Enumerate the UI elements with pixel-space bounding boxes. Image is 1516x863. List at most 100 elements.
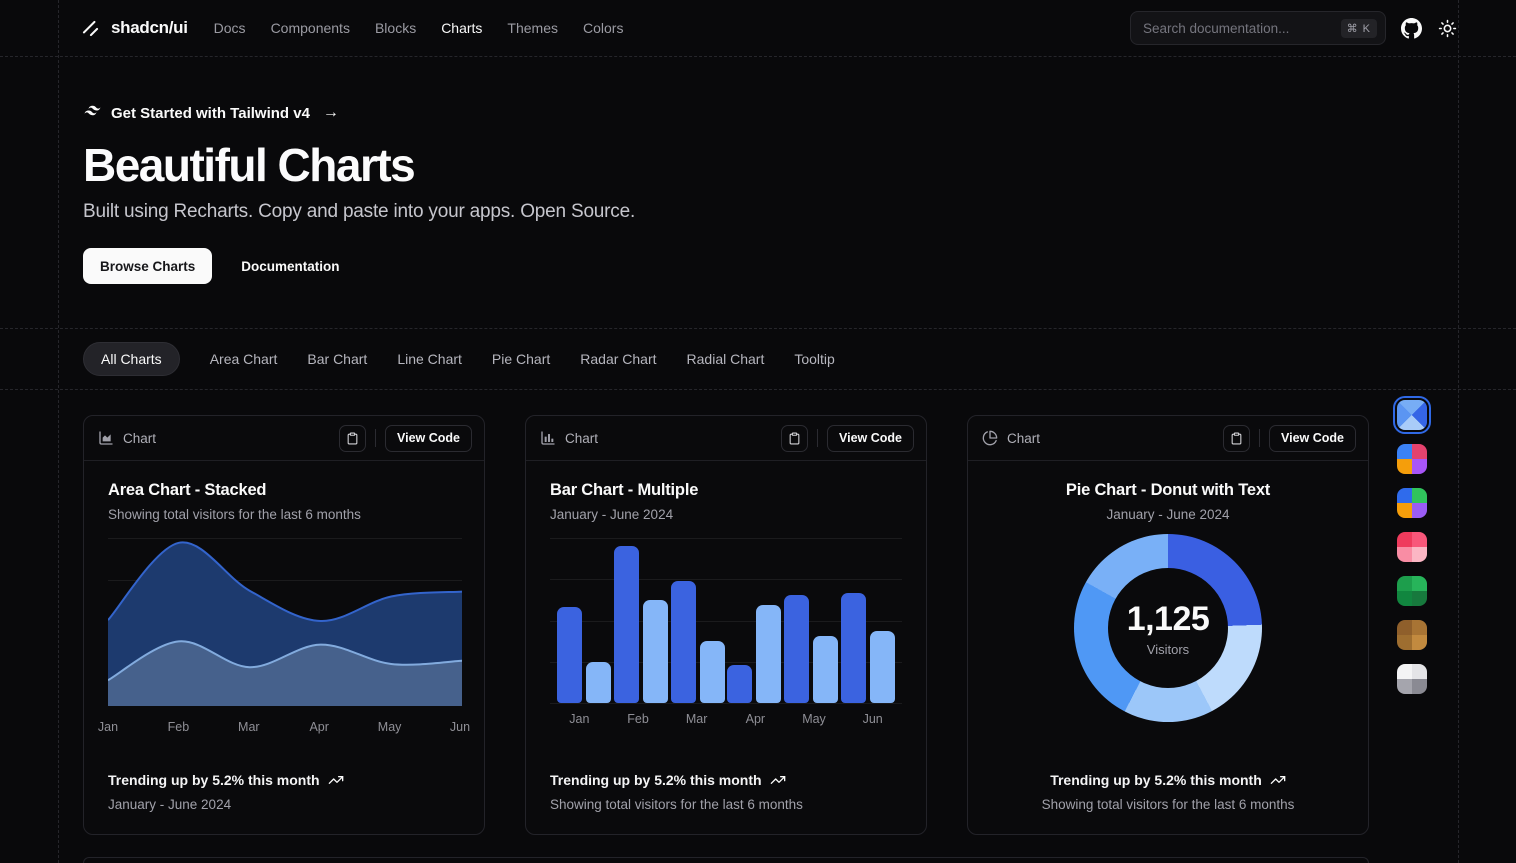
copy-code-button[interactable] (781, 425, 808, 452)
hero-cta-row: Browse Charts Documentation (83, 248, 1516, 284)
documentation-button[interactable]: Documentation (224, 248, 356, 284)
tab-bar-chart[interactable]: Bar Chart (307, 351, 367, 367)
bar-chart-icon (540, 430, 556, 446)
nav-item-blocks[interactable]: Blocks (375, 20, 416, 36)
bar (870, 631, 895, 703)
chart-subtitle: January - June 2024 (992, 507, 1344, 522)
bar (756, 605, 781, 703)
next-section-card-top (83, 857, 1369, 863)
search-placeholder: Search documentation... (1143, 21, 1341, 36)
bar (557, 607, 582, 703)
view-code-button[interactable]: View Code (385, 425, 472, 452)
trend-line: Trending up by 5.2% this month (108, 772, 460, 788)
chart-title: Area Chart - Stacked (108, 481, 460, 500)
bar (671, 581, 696, 703)
area-chart-icon (98, 430, 114, 446)
tailwind-announcement-link[interactable]: Get Started with Tailwind v4 → (83, 101, 1516, 125)
card-footer: Trending up by 5.2% this month Showing t… (550, 772, 902, 834)
chart-title: Pie Chart - Donut with Text (992, 481, 1344, 500)
toolbar-separator (375, 429, 376, 447)
bar (727, 665, 752, 703)
card-footer: Trending up by 5.2% this month January -… (108, 772, 460, 834)
brand-logo[interactable]: shadcn/ui (80, 18, 188, 39)
card-body: Area Chart - Stacked Showing total visit… (84, 461, 484, 834)
search-input[interactable]: Search documentation... ⌘ K (1130, 11, 1386, 45)
github-icon[interactable] (1400, 17, 1422, 39)
copy-code-button[interactable] (339, 425, 366, 452)
theme-picker (1397, 400, 1427, 694)
theme-swatch-amber[interactable] (1397, 620, 1427, 650)
topbar-actions: Search documentation... ⌘ K (1130, 11, 1458, 45)
theme-toggle-sun-icon[interactable] (1436, 17, 1458, 39)
area-chart-canvas: JanFebMarAprMayJun (108, 538, 460, 738)
trending-up-icon (328, 772, 344, 788)
trend-line: Trending up by 5.2% this month (550, 772, 902, 788)
trending-up-icon (770, 772, 786, 788)
trend-line: Trending up by 5.2% this month (992, 772, 1344, 788)
card-toolbar-label: Chart (123, 431, 156, 446)
tab-radar-chart[interactable]: Radar Chart (580, 351, 656, 367)
arrow-right-icon: → (323, 104, 339, 122)
view-code-button[interactable]: View Code (1269, 425, 1356, 452)
theme-swatch-multi-cool[interactable] (1397, 488, 1427, 518)
donut-total-label: Visitors (1147, 642, 1189, 657)
theme-swatch-multi-warm[interactable] (1397, 444, 1427, 474)
card-body: Pie Chart - Donut with Text January - Ju… (968, 461, 1368, 834)
card-bar-chart-multiple: Chart View Code Bar Chart - Multiple Jan… (525, 415, 927, 835)
theme-swatch-red[interactable] (1397, 532, 1427, 562)
card-pie-chart-donut: Chart View Code Pie Chart - Donut with T… (967, 415, 1369, 835)
pie-chart-icon (982, 430, 998, 446)
tab-line-chart[interactable]: Line Chart (397, 351, 462, 367)
theme-swatch-mono[interactable] (1397, 664, 1427, 694)
view-code-button[interactable]: View Code (827, 425, 914, 452)
page-title: Beautiful Charts (83, 138, 1516, 192)
chart-subtitle: Showing total visitors for the last 6 mo… (108, 507, 460, 522)
bar-chart-canvas: JanFebMarAprMayJun (550, 538, 902, 730)
top-navigation-bar: shadcn/ui Docs Components Blocks Charts … (0, 0, 1516, 57)
donut-chart-canvas: 1,125 Visitors (992, 534, 1344, 722)
chart-title: Bar Chart - Multiple (550, 481, 902, 500)
copy-code-button[interactable] (1223, 425, 1250, 452)
bar (784, 595, 809, 703)
tailwind-logo-icon (83, 101, 102, 125)
nav-item-colors[interactable]: Colors (583, 20, 623, 36)
tab-pie-chart[interactable]: Pie Chart (492, 351, 550, 367)
charts-grid: Chart View Code Area Chart - Stacked Sho… (83, 415, 1516, 835)
main-nav: Docs Components Blocks Charts Themes Col… (214, 20, 624, 36)
card-body: Bar Chart - Multiple January - June 2024… (526, 461, 926, 834)
donut-total: 1,125 (1127, 600, 1210, 639)
donut-ring: 1,125 Visitors (1074, 534, 1262, 722)
theme-swatch-blue[interactable] (1397, 400, 1427, 430)
toolbar-separator (817, 429, 818, 447)
brand-name: shadcn/ui (111, 18, 188, 38)
card-toolbar: Chart View Code (526, 416, 926, 461)
page-subtitle: Built using Recharts. Copy and paste int… (83, 201, 1516, 223)
bar (841, 593, 866, 703)
card-toolbar: Chart View Code (968, 416, 1368, 461)
chart-subtitle: January - June 2024 (550, 507, 902, 522)
tab-area-chart[interactable]: Area Chart (210, 351, 278, 367)
bar (586, 662, 611, 703)
bar (813, 636, 838, 703)
theme-swatch-green[interactable] (1397, 576, 1427, 606)
footer-caption: Showing total visitors for the last 6 mo… (550, 797, 902, 812)
nav-item-docs[interactable]: Docs (214, 20, 246, 36)
card-toolbar-label: Chart (565, 431, 598, 446)
tab-all-charts[interactable]: All Charts (83, 342, 180, 376)
search-shortcut-badge: ⌘ K (1341, 19, 1377, 38)
nav-item-charts[interactable]: Charts (441, 20, 482, 36)
trending-up-icon (1270, 772, 1286, 788)
bar (643, 600, 668, 703)
card-footer: Trending up by 5.2% this month Showing t… (992, 772, 1344, 834)
bar (614, 546, 639, 703)
footer-caption: Showing total visitors for the last 6 mo… (992, 797, 1344, 812)
tab-radial-chart[interactable]: Radial Chart (687, 351, 765, 367)
toolbar-separator (1259, 429, 1260, 447)
browse-charts-button[interactable]: Browse Charts (83, 248, 212, 284)
bar (700, 641, 725, 703)
nav-item-themes[interactable]: Themes (507, 20, 558, 36)
chart-category-tabs: All Charts Area Chart Bar Chart Line Cha… (0, 328, 1516, 390)
tab-tooltip[interactable]: Tooltip (794, 351, 834, 367)
announcement-text: Get Started with Tailwind v4 (111, 105, 310, 122)
nav-item-components[interactable]: Components (271, 20, 350, 36)
